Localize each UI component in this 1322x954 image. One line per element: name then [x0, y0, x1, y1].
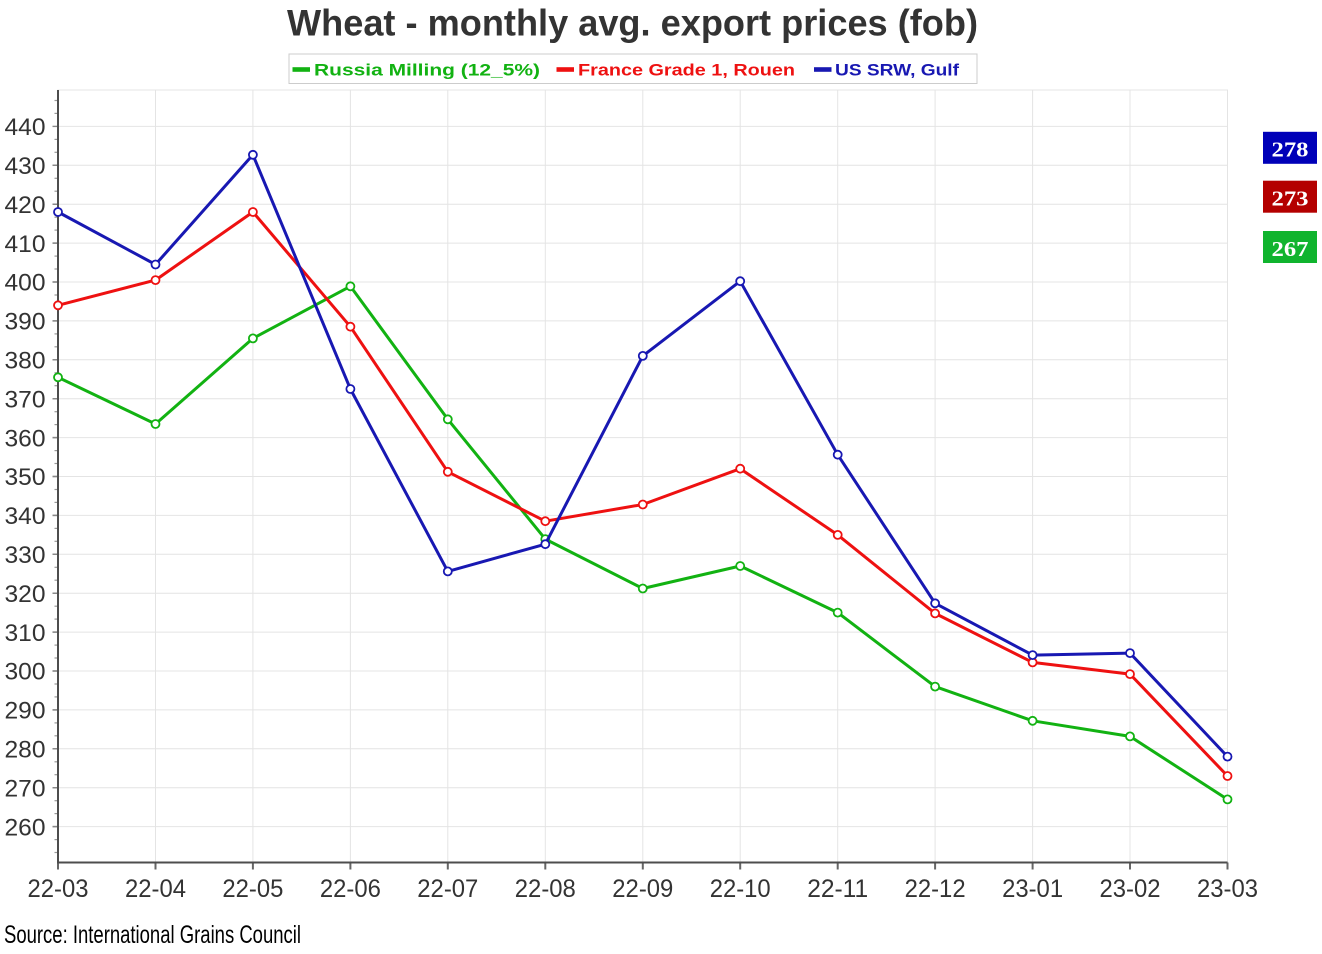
svg-text:310: 310: [5, 620, 46, 647]
svg-text:22-07: 22-07: [417, 875, 478, 903]
svg-text:300: 300: [5, 659, 46, 686]
svg-text:Source: International Grains C: Source: International Grains Council: [4, 921, 301, 949]
svg-text:420: 420: [5, 192, 46, 219]
svg-text:22-03: 22-03: [28, 875, 89, 903]
svg-text:US SRW, Gulf: US SRW, Gulf: [835, 61, 959, 80]
svg-text:270: 270: [5, 775, 46, 802]
svg-text:22-05: 22-05: [222, 875, 283, 903]
svg-text:380: 380: [5, 348, 46, 375]
svg-text:400: 400: [5, 270, 46, 297]
svg-text:320: 320: [5, 581, 46, 608]
svg-text:267: 267: [1272, 237, 1309, 261]
svg-text:Russia Milling (12_5%): Russia Milling (12_5%): [314, 61, 540, 80]
svg-text:278: 278: [1272, 138, 1309, 162]
svg-text:360: 360: [5, 425, 46, 452]
svg-text:370: 370: [5, 386, 46, 413]
svg-text:23-01: 23-01: [1002, 875, 1063, 903]
svg-text:22-12: 22-12: [905, 875, 966, 903]
svg-text:22-09: 22-09: [612, 875, 673, 903]
svg-text:22-08: 22-08: [515, 875, 576, 903]
svg-text:22-04: 22-04: [125, 875, 186, 903]
svg-text:410: 410: [5, 231, 46, 258]
svg-text:22-10: 22-10: [710, 875, 771, 903]
svg-text:390: 390: [5, 309, 46, 336]
svg-text:22-11: 22-11: [807, 875, 868, 903]
svg-text:Wheat - monthly avg. export pr: Wheat - monthly avg. export prices (fob): [287, 3, 978, 44]
svg-text:23-03: 23-03: [1197, 875, 1258, 903]
svg-text:France Grade 1, Rouen: France Grade 1, Rouen: [578, 61, 795, 80]
svg-text:290: 290: [5, 698, 46, 725]
svg-text:23-02: 23-02: [1100, 875, 1161, 903]
svg-text:260: 260: [5, 814, 46, 841]
svg-text:350: 350: [5, 464, 46, 491]
svg-text:430: 430: [5, 153, 46, 180]
svg-text:330: 330: [5, 542, 46, 569]
svg-text:22-06: 22-06: [320, 875, 381, 903]
svg-text:273: 273: [1272, 187, 1309, 211]
svg-text:440: 440: [5, 114, 46, 141]
svg-text:280: 280: [5, 737, 46, 764]
svg-text:340: 340: [5, 503, 46, 530]
